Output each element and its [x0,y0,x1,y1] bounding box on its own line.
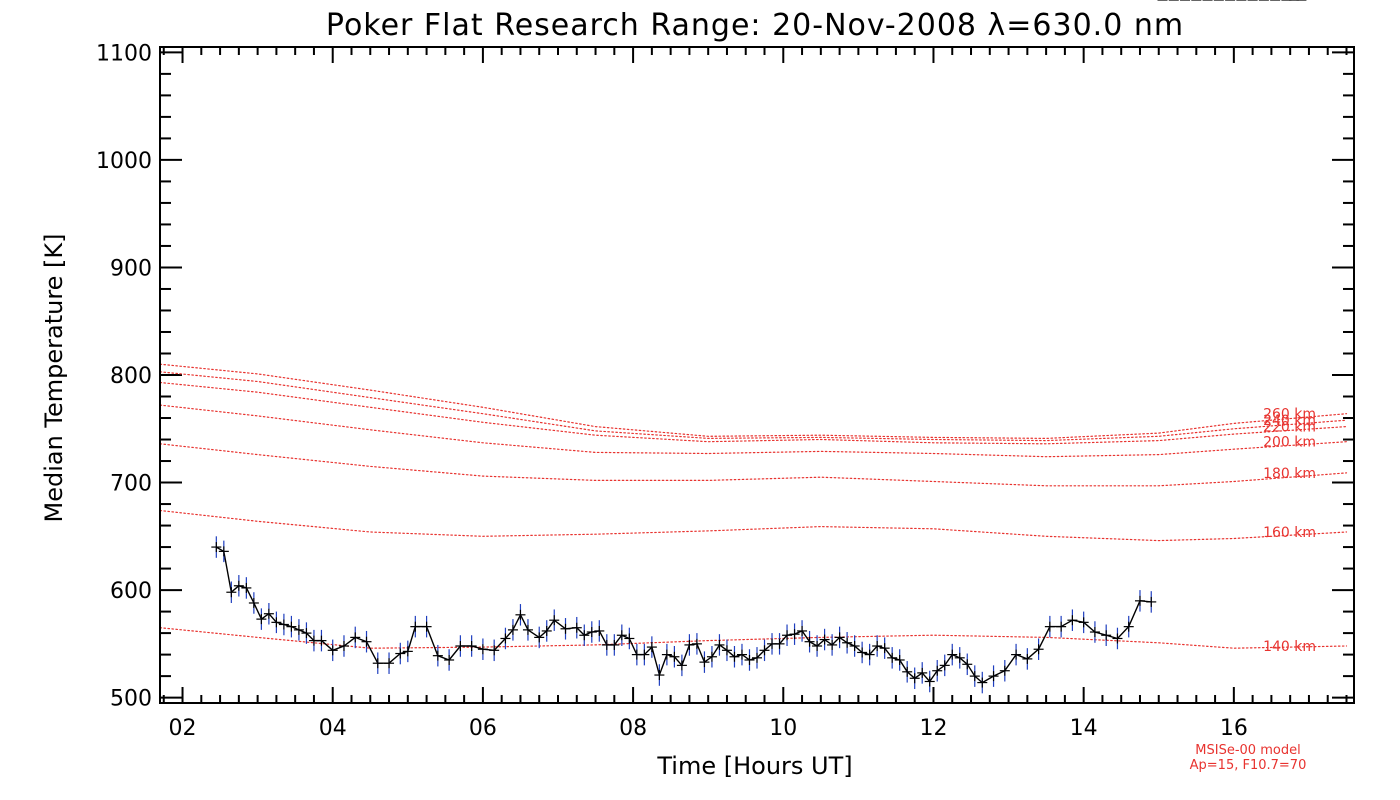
y-tick-label: 700 [110,472,152,497]
x-tick-label: 04 [319,716,347,741]
y-tick-label: 1100 [96,41,152,66]
model-curve-label: 200 km [1263,435,1316,451]
y-tick-label: 800 [110,364,152,389]
axis-ticks: 02 04 06 08 10 12 14 16 500 600 700 800 900 1000 1100 [96,41,1354,741]
x-tick-label: 10 [769,716,797,741]
x-tick-label: 14 [1070,716,1098,741]
y-tick-label: 1000 [96,149,152,174]
model-curve [159,404,1348,458]
plot-frame [159,46,1355,704]
model-curve-label: 160 km [1263,525,1316,541]
y-tick-label: 600 [110,579,152,604]
model-curve-label: 180 km [1263,466,1316,482]
x-tick-label: 02 [169,716,197,741]
model-curve-label: 260 km [1263,407,1316,423]
model-curve [159,381,1348,445]
y-axis-label: Median Temperature [K] [40,233,68,522]
x-axis-label: Time [Hours UT] [656,752,852,780]
model-note-line-1: MSISe-00 model [1195,743,1300,758]
y-tick-label: 500 [110,687,152,712]
x-tick-label: 06 [469,716,497,741]
model-curve [159,443,1348,487]
x-tick-label: 08 [619,716,647,741]
model-curve [159,509,1348,542]
measurement-line [215,546,1152,684]
model-curve [159,371,1348,442]
x-tick-label: 16 [1220,716,1248,741]
model-curve-label: 140 km [1263,639,1316,655]
model-note-line-2: Ap=15, F10.7=70 [1190,758,1307,773]
model-curve [159,363,1348,440]
y-tick-label: 900 [110,256,152,281]
x-tick-label: 12 [919,716,947,741]
measurement-series [211,0,1307,694]
chart-title: Poker Flat Research Range: 20-Nov-2008 λ… [326,8,1184,43]
model-curve [159,627,1348,649]
